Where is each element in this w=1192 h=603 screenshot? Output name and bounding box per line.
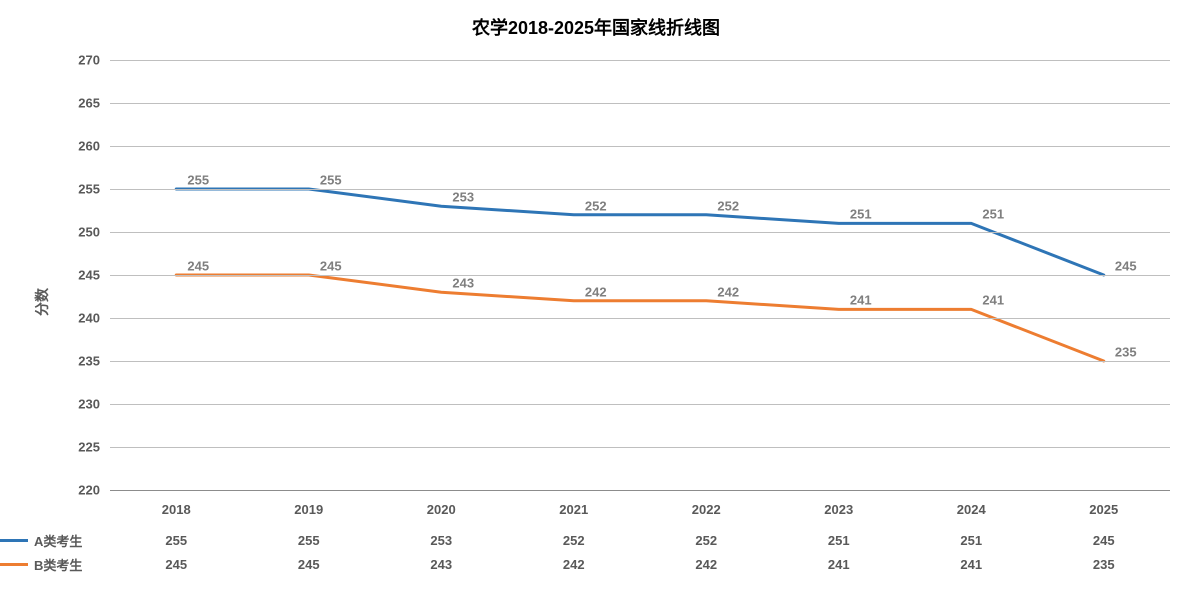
data-table-cell: 255 — [110, 533, 243, 548]
data-table-cells: 245245243242242241241235 — [110, 557, 1170, 572]
data-table-cell: 243 — [375, 557, 508, 572]
data-table-cell: 245 — [110, 557, 243, 572]
series-legend: B类考生 — [0, 555, 110, 574]
gridline — [110, 60, 1170, 61]
gridline — [110, 146, 1170, 147]
gridline — [110, 189, 1170, 190]
data-table-cell: 242 — [508, 557, 641, 572]
chart-title: 农学2018-2025年国家线折线图 — [0, 14, 1192, 40]
y-tick-label: 245 — [78, 268, 100, 283]
data-table-cell: 241 — [773, 557, 906, 572]
y-tick-label: 260 — [78, 139, 100, 154]
data-table-cell: 245 — [243, 557, 376, 572]
gridline — [110, 232, 1170, 233]
y-tick-label: 265 — [78, 96, 100, 111]
data-table-cells: 255255253252252251251245 — [110, 533, 1170, 548]
gridline — [110, 103, 1170, 104]
y-axis-label: 分数 — [32, 288, 52, 316]
x-tick-label: 2024 — [957, 502, 986, 517]
gridline — [110, 318, 1170, 319]
data-table-cell: 242 — [640, 557, 773, 572]
legend-label: A类考生 — [34, 531, 82, 550]
gridline — [110, 490, 1170, 491]
x-tick-label: 2018 — [162, 502, 191, 517]
x-tick-label: 2021 — [559, 502, 588, 517]
y-tick-label: 230 — [78, 397, 100, 412]
gridline — [110, 447, 1170, 448]
line-chart-container: 农学2018-2025年国家线折线图 分数 220225230235240245… — [0, 0, 1192, 603]
gridline — [110, 404, 1170, 405]
x-tick-label: 2020 — [427, 502, 456, 517]
data-table-cell: 241 — [905, 557, 1038, 572]
x-tick-label: 2025 — [1089, 502, 1118, 517]
data-table-row: B类考生245245243242242241241235 — [110, 552, 1170, 576]
gridline — [110, 361, 1170, 362]
y-tick-label: 220 — [78, 483, 100, 498]
legend-swatch-line — [0, 563, 28, 566]
gridline — [110, 275, 1170, 276]
data-table: A类考生255255253252252251251245B类考生24524524… — [110, 528, 1170, 576]
y-tick-label: 240 — [78, 311, 100, 326]
data-table-cell: 252 — [640, 533, 773, 548]
data-table-cell: 245 — [1038, 533, 1171, 548]
data-table-cell: 251 — [773, 533, 906, 548]
plot-area: 2202252302352402452502552602652702018201… — [110, 60, 1170, 490]
legend-label: B类考生 — [34, 555, 82, 574]
data-table-cell: 255 — [243, 533, 376, 548]
data-table-cell: 251 — [905, 533, 1038, 548]
x-tick-label: 2019 — [294, 502, 323, 517]
y-tick-label: 250 — [78, 225, 100, 240]
y-tick-label: 235 — [78, 354, 100, 369]
x-tick-label: 2022 — [692, 502, 721, 517]
y-tick-label: 255 — [78, 182, 100, 197]
data-table-cell: 235 — [1038, 557, 1171, 572]
series-legend: A类考生 — [0, 531, 110, 550]
data-table-row: A类考生255255253252252251251245 — [110, 528, 1170, 552]
x-tick-label: 2023 — [824, 502, 853, 517]
y-tick-label: 270 — [78, 53, 100, 68]
data-table-cell: 253 — [375, 533, 508, 548]
legend-swatch-line — [0, 539, 28, 542]
data-table-cell: 252 — [508, 533, 641, 548]
y-tick-label: 225 — [78, 440, 100, 455]
